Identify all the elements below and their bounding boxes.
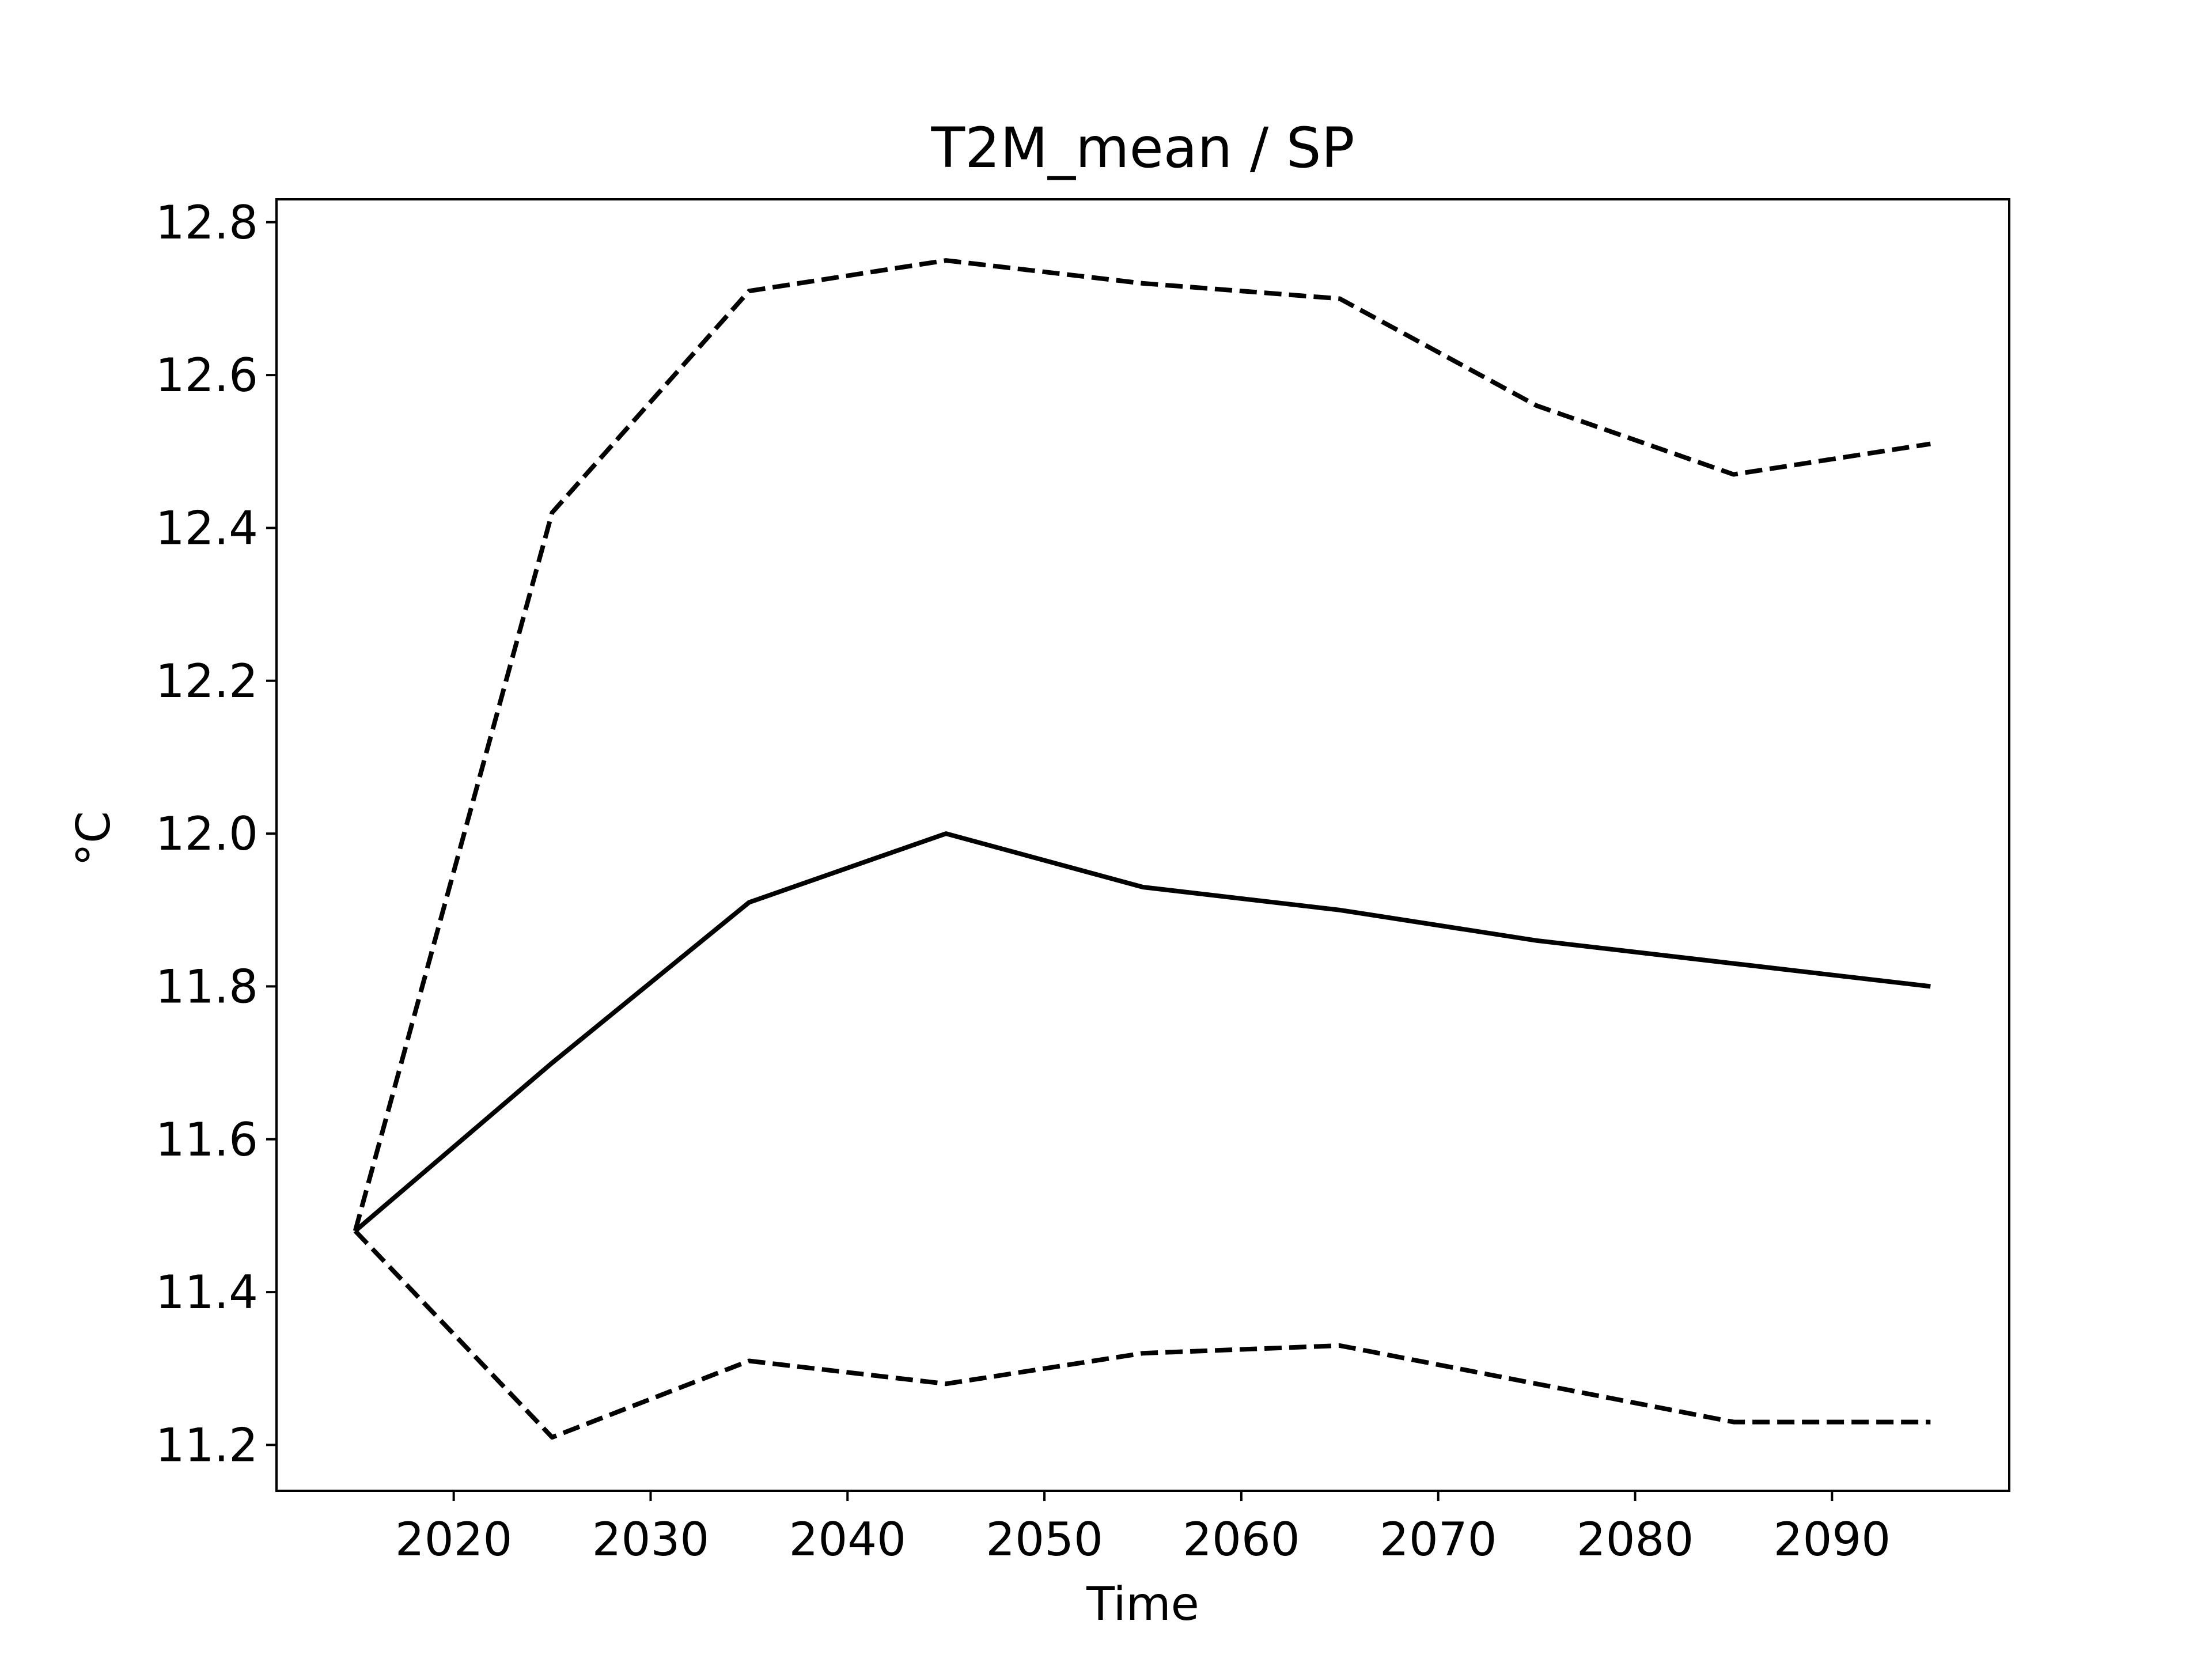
x-tick-label: 2040	[789, 1513, 906, 1566]
y-tick-label: 11.8	[156, 960, 258, 1013]
y-tick-label: 12.4	[156, 501, 258, 555]
y-tick-label: 12.6	[156, 349, 258, 402]
x-tick-label: 2060	[1183, 1513, 1300, 1566]
series-group	[353, 258, 1931, 1440]
x-tick-label: 2030	[592, 1513, 710, 1566]
x-tick-label: 2070	[1380, 1513, 1497, 1566]
upper-bound-line	[353, 258, 1931, 1232]
x-axis: 2020 2030 2040 2050 2060 2070 2080 2090	[395, 1491, 1891, 1566]
x-axis-label: Time	[1086, 1577, 1199, 1631]
y-tick-label: 11.4	[156, 1266, 258, 1319]
plot-frame	[275, 198, 2010, 1492]
lower-bound-line	[353, 1229, 1931, 1440]
chart-title: T2M_mean / SP	[931, 116, 1355, 180]
y-tick-label: 12.0	[156, 807, 258, 861]
x-tick-label: 2020	[395, 1513, 513, 1566]
y-axis: 11.2 11.4 11.6 11.8 12.0 12.2 12.4 12.6 12.8	[156, 196, 276, 1472]
y-tick-label: 12.8	[156, 196, 258, 249]
y-tick-label: 12.2	[156, 654, 258, 708]
x-tick-label: 2090	[1774, 1513, 1891, 1566]
y-axis-label: °C	[67, 811, 120, 866]
y-tick-label: 11.2	[156, 1418, 258, 1472]
x-tick-label: 2080	[1577, 1513, 1694, 1566]
mean-line	[354, 831, 1931, 1233]
x-tick-label: 2050	[986, 1513, 1103, 1566]
y-tick-label: 11.6	[156, 1113, 258, 1166]
